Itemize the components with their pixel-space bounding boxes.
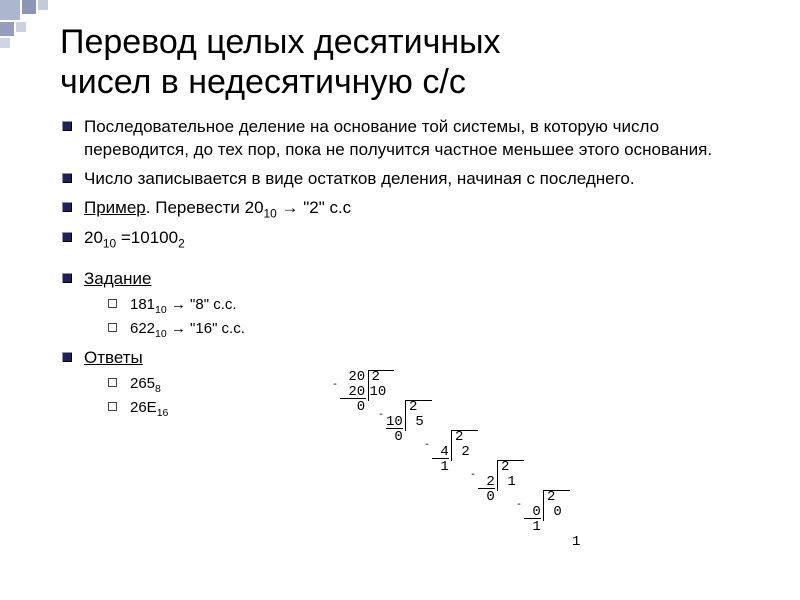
bullet-list: Последовательное деление на основание то…: [60, 116, 760, 420]
bullet-4: 2010 =101002: [60, 227, 760, 251]
deco-square: [16, 22, 26, 32]
bullet-3-sub: 10: [264, 206, 277, 220]
deco-square: [38, 0, 48, 10]
bullet-2: Число записывается в виде остатков делен…: [60, 168, 760, 191]
bullet-1: Последовательное деление на основание то…: [60, 116, 760, 162]
deco-square: [0, 38, 10, 48]
bullet-1-text: Последовательное деление на основание то…: [84, 117, 712, 159]
title-line-1: Перевод целых десятичных: [60, 23, 501, 61]
bullet-3-label: Пример: [84, 198, 146, 217]
deco-square: [0, 22, 14, 36]
bullet-3-arrow: → "2" с.с: [277, 198, 351, 217]
bullet-4-sub2: 2: [178, 237, 185, 251]
page-title: Перевод целых десятичных чисел в недесят…: [60, 22, 760, 102]
task-item: 62210 → "16" с.с.: [106, 319, 760, 341]
bullet-3: Пример. Перевести 2010 → "2" с.с: [60, 197, 760, 221]
bullet-6-label: Ответы: [84, 348, 143, 367]
bullet-3-text: . Перевести 20: [146, 198, 264, 217]
title-line-2: чисел в недесятичную с/с: [60, 63, 466, 101]
bullet-2-text: Число записывается в виде остатков делен…: [84, 169, 635, 188]
bullet-4-n1: 20: [84, 228, 103, 247]
bullet-4-mid: =10100: [116, 228, 178, 247]
bullet-5: Задание 18110 → "8" с.с.62210 → "16" с.с…: [60, 268, 760, 341]
slide: Перевод целых десятичных чисел в недесят…: [0, 0, 800, 600]
answer-item: 26E16: [106, 398, 760, 420]
task-list: 18110 → "8" с.с.62210 → "16" с.с.: [106, 295, 760, 341]
deco-square: [0, 0, 20, 20]
task-item: 18110 → "8" с.с.: [106, 295, 760, 317]
bullet-4-sub1: 10: [103, 237, 116, 251]
answer-list: 265826E16: [106, 374, 760, 420]
deco-square: [22, 0, 36, 14]
answer-item: 2658: [106, 374, 760, 396]
bullet-5-label: Задание: [84, 269, 151, 288]
